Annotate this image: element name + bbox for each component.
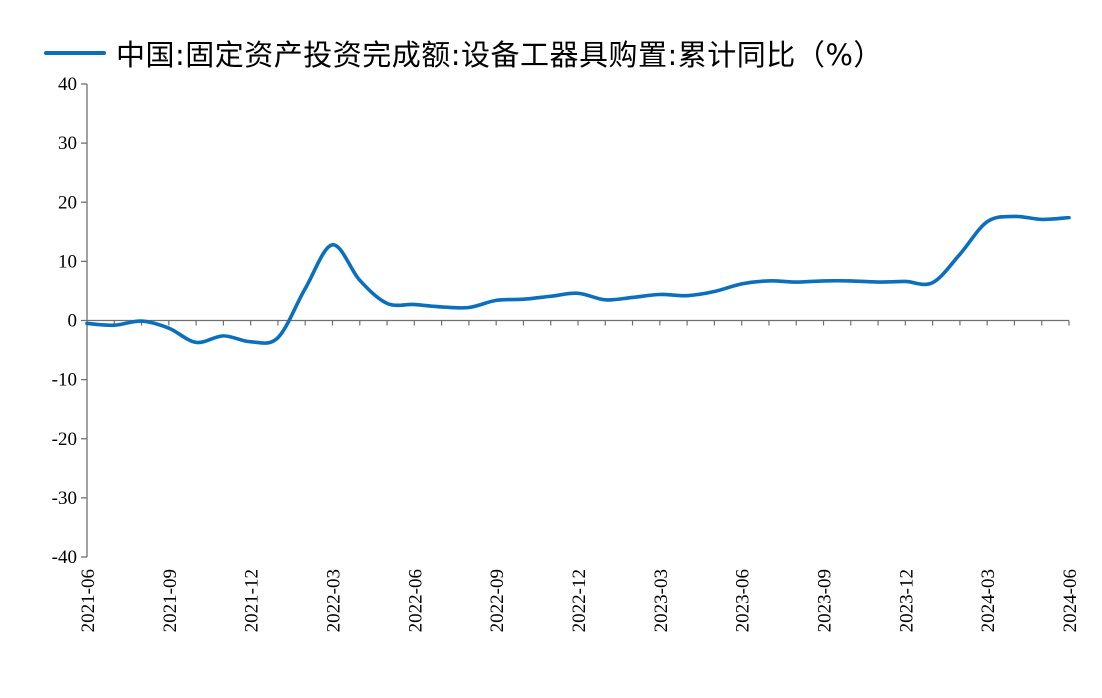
y-tick-label: 20	[58, 192, 77, 213]
y-tick-label: -40	[52, 547, 77, 568]
y-tick-label: 10	[58, 251, 77, 272]
x-tick-label: 2024-03	[978, 569, 999, 632]
x-tick-label: 2021-09	[160, 569, 181, 632]
y-tick-label: -10	[52, 370, 77, 391]
y-tick-label: -30	[52, 488, 77, 509]
x-tick-label: 2023-12	[896, 569, 917, 632]
x-tick-label: 2022-03	[324, 569, 345, 632]
x-tick-label: 2022-09	[487, 569, 508, 632]
x-tick-label: 2024-06	[1060, 569, 1081, 632]
x-tick-label: 2023-09	[815, 569, 836, 632]
x-tick-label: 2021-12	[242, 569, 263, 632]
y-tick-label: 30	[58, 133, 77, 154]
x-tick-label: 2022-06	[405, 569, 426, 632]
y-tick-label: 40	[58, 74, 77, 95]
legend: 中国:固定资产投资完成额:设备工器具购置:累计同比（%）	[44, 30, 883, 76]
y-tick-label: 0	[68, 311, 78, 332]
x-tick-label: 2022-12	[569, 569, 590, 632]
y-tick-label: -20	[52, 429, 77, 450]
legend-label: 中国:固定资产投资完成额:设备工器具购置:累计同比（%）	[116, 38, 883, 72]
x-tick-label: 2023-06	[733, 569, 754, 632]
x-tick-label: 2023-03	[651, 569, 672, 632]
x-tick-label: 2021-06	[78, 569, 99, 632]
series-line	[85, 214, 1071, 345]
legend-swatch	[44, 51, 106, 55]
